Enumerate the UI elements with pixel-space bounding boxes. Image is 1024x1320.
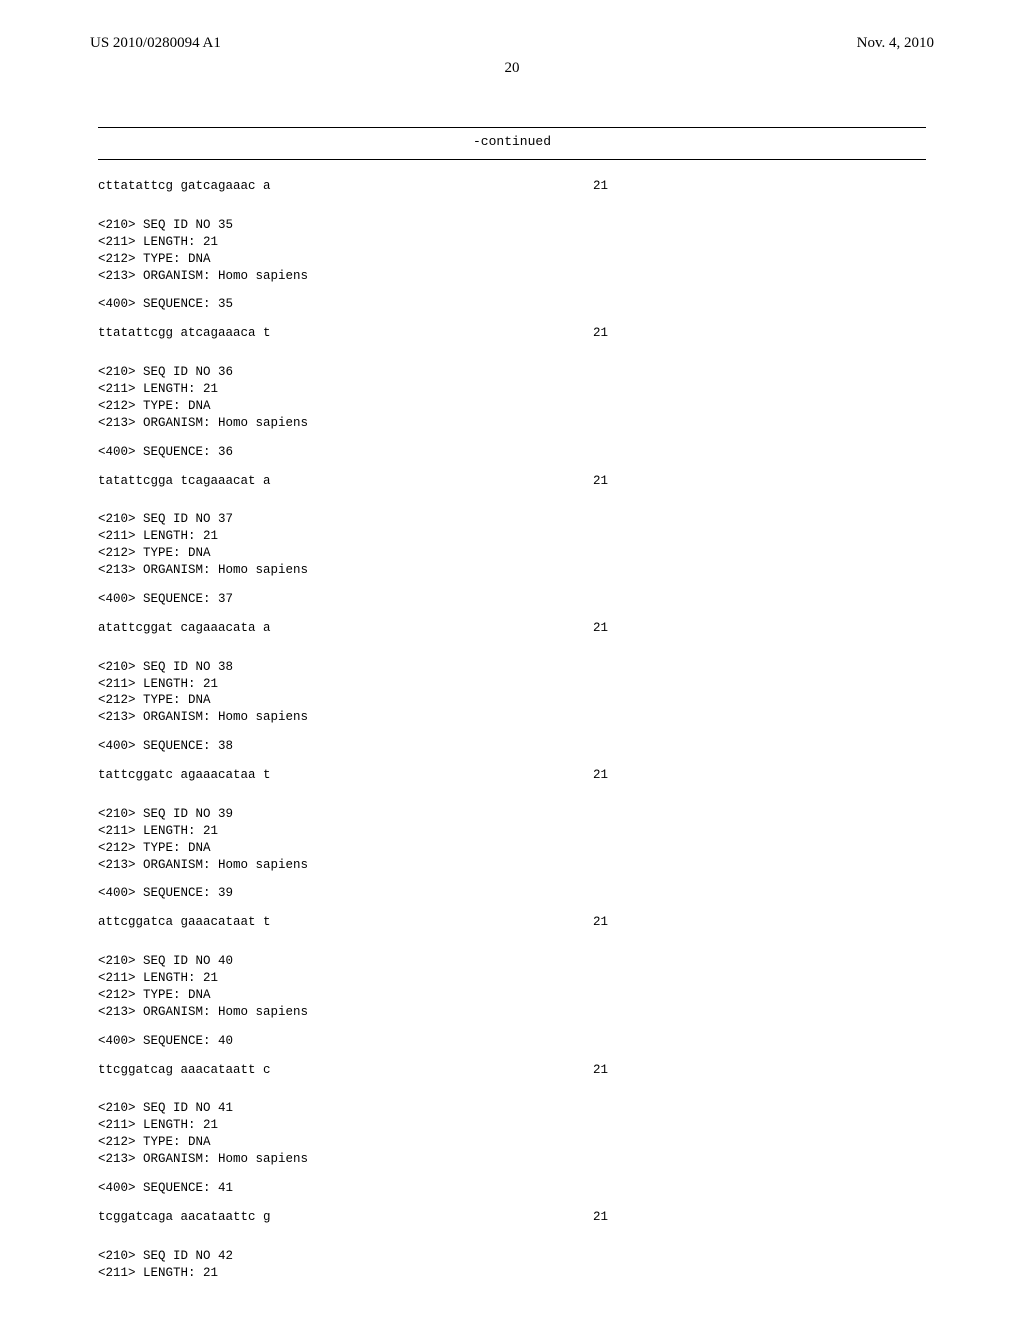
meta-organism: <213> ORGANISM: Homo sapiens <box>98 1151 926 1168</box>
page-number: 20 <box>90 60 934 77</box>
meta-type: <212> TYPE: DNA <box>98 840 926 857</box>
meta-organism: <213> ORGANISM: Homo sapiens <box>98 857 926 874</box>
meta-type: <212> TYPE: DNA <box>98 545 926 562</box>
publication-date: Nov. 4, 2010 <box>857 35 934 52</box>
patent-number: US 2010/0280094 A1 <box>90 35 221 52</box>
meta-organism: <213> ORGANISM: Homo sapiens <box>98 1004 926 1021</box>
meta-organism: <213> ORGANISM: Homo sapiens <box>98 268 926 285</box>
sequence-listing: cttatattcg gatcagaaac a 21 <210> SEQ ID … <box>98 178 926 1281</box>
meta-type: <212> TYPE: DNA <box>98 692 926 709</box>
sequence-text: tatattcgga tcagaaacat a <box>98 473 271 490</box>
meta-seq-label: <400> SEQUENCE: 40 <box>98 1033 926 1050</box>
meta-length: <211> LENGTH: 21 <box>98 234 926 251</box>
meta-length: <211> LENGTH: 21 <box>98 823 926 840</box>
meta-length: <211> LENGTH: 21 <box>98 381 926 398</box>
meta-organism: <213> ORGANISM: Homo sapiens <box>98 709 926 726</box>
sequence-row: tatattcgga tcagaaacat a 21 <box>98 473 608 490</box>
sequence-row: tcggatcaga aacataattc g 21 <box>98 1209 608 1226</box>
sequence-length: 21 <box>593 473 608 490</box>
sequence-length: 21 <box>593 1062 608 1079</box>
meta-length: <211> LENGTH: 21 <box>98 970 926 987</box>
meta-seq-id: <210> SEQ ID NO 40 <box>98 953 926 970</box>
sequence-row: attcggatca gaaacataat t 21 <box>98 914 608 931</box>
meta-seq-id: <210> SEQ ID NO 38 <box>98 659 926 676</box>
sequence-row: cttatattcg gatcagaaac a 21 <box>98 178 608 195</box>
meta-length: <211> LENGTH: 21 <box>98 1265 926 1282</box>
meta-organism: <213> ORGANISM: Homo sapiens <box>98 562 926 579</box>
sequence-length: 21 <box>593 914 608 931</box>
meta-length: <211> LENGTH: 21 <box>98 1117 926 1134</box>
sequence-text: ttatattcgg atcagaaaca t <box>98 325 271 342</box>
meta-seq-label: <400> SEQUENCE: 39 <box>98 885 926 902</box>
sequence-length: 21 <box>593 620 608 637</box>
meta-seq-label: <400> SEQUENCE: 35 <box>98 296 926 313</box>
sequence-length: 21 <box>593 325 608 342</box>
sequence-row: tattcggatc agaaacataa t 21 <box>98 767 608 784</box>
meta-length: <211> LENGTH: 21 <box>98 676 926 693</box>
sequence-length: 21 <box>593 767 608 784</box>
continued-rule: -continued <box>98 127 926 160</box>
meta-type: <212> TYPE: DNA <box>98 398 926 415</box>
meta-seq-id: <210> SEQ ID NO 42 <box>98 1248 926 1265</box>
page-container: US 2010/0280094 A1 Nov. 4, 2010 20 -cont… <box>0 0 1024 1320</box>
sequence-text: ttcggatcag aaacataatt c <box>98 1062 271 1079</box>
sequence-row: ttatattcgg atcagaaaca t 21 <box>98 325 608 342</box>
meta-seq-id: <210> SEQ ID NO 41 <box>98 1100 926 1117</box>
meta-seq-id: <210> SEQ ID NO 37 <box>98 511 926 528</box>
sequence-length: 21 <box>593 178 608 195</box>
meta-seq-label: <400> SEQUENCE: 38 <box>98 738 926 755</box>
sequence-text: atattcggat cagaaacata a <box>98 620 271 637</box>
meta-seq-id: <210> SEQ ID NO 35 <box>98 217 926 234</box>
meta-seq-id: <210> SEQ ID NO 39 <box>98 806 926 823</box>
continued-label: -continued <box>98 134 926 149</box>
meta-seq-label: <400> SEQUENCE: 37 <box>98 591 926 608</box>
sequence-text: tattcggatc agaaacataa t <box>98 767 271 784</box>
sequence-row: atattcggat cagaaacata a 21 <box>98 620 608 637</box>
meta-seq-id: <210> SEQ ID NO 36 <box>98 364 926 381</box>
meta-seq-label: <400> SEQUENCE: 36 <box>98 444 926 461</box>
meta-type: <212> TYPE: DNA <box>98 1134 926 1151</box>
sequence-text: cttatattcg gatcagaaac a <box>98 178 271 195</box>
page-header: US 2010/0280094 A1 Nov. 4, 2010 <box>90 35 934 52</box>
sequence-text: attcggatca gaaacataat t <box>98 914 271 931</box>
meta-type: <212> TYPE: DNA <box>98 987 926 1004</box>
sequence-length: 21 <box>593 1209 608 1226</box>
meta-length: <211> LENGTH: 21 <box>98 528 926 545</box>
meta-seq-label: <400> SEQUENCE: 41 <box>98 1180 926 1197</box>
meta-type: <212> TYPE: DNA <box>98 251 926 268</box>
sequence-row: ttcggatcag aaacataatt c 21 <box>98 1062 608 1079</box>
meta-organism: <213> ORGANISM: Homo sapiens <box>98 415 926 432</box>
sequence-text: tcggatcaga aacataattc g <box>98 1209 271 1226</box>
